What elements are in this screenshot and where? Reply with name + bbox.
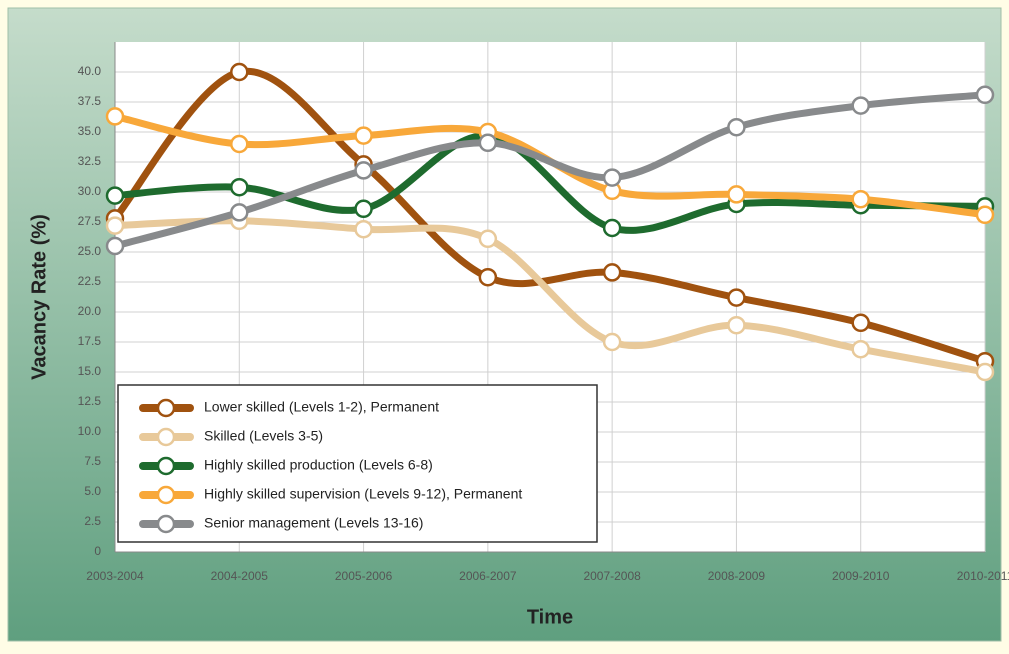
point-marker — [851, 189, 870, 209]
y-tick-label: 15.0 — [78, 364, 102, 378]
x-axis-label: Time — [527, 606, 573, 628]
point-marker — [354, 126, 373, 145]
y-tick-label: 10.0 — [78, 424, 102, 438]
y-tick-label: 22.5 — [78, 274, 102, 288]
point-marker — [602, 218, 622, 238]
point-marker — [230, 177, 249, 197]
legend-label: Skilled (Levels 3-5) — [204, 428, 323, 444]
legend-label: Highly skilled supervision (Levels 9-12)… — [204, 486, 522, 502]
legend-swatch-marker — [156, 485, 176, 505]
legend-box — [117, 384, 598, 543]
y-tick-label: 27.5 — [78, 214, 102, 228]
y-tick-label: 32.5 — [78, 154, 102, 168]
point-marker — [727, 185, 746, 204]
point-marker — [354, 219, 373, 239]
point-marker — [602, 263, 622, 282]
point-marker — [230, 203, 249, 222]
y-tick-label: 7.5 — [84, 454, 101, 468]
y-tick-label: 5.0 — [84, 484, 101, 498]
legend-label: Highly skilled production (Levels 6-8) — [204, 457, 433, 473]
x-tick-label: 2006-2007 — [459, 569, 517, 583]
series-line — [111, 91, 989, 250]
point-marker — [602, 168, 622, 187]
x-tick-label: 2003-2004 — [86, 569, 144, 583]
y-tick-label: 40.0 — [78, 64, 102, 78]
point-marker — [478, 229, 498, 249]
point-marker — [727, 288, 746, 307]
point-marker — [727, 315, 746, 335]
y-tick-label: 37.5 — [78, 94, 102, 108]
x-tick-label: 2008-2009 — [708, 569, 766, 583]
legend-swatch-marker — [156, 514, 176, 534]
point-marker — [851, 313, 870, 333]
point-marker — [230, 134, 249, 154]
legend-label: Senior management (Levels 13-16) — [204, 515, 423, 531]
legend-swatch-marker — [156, 456, 176, 476]
x-tick-label: 2010-2011 — [957, 569, 1009, 583]
point-marker — [105, 236, 125, 256]
x-tick-label: 2009-2010 — [832, 569, 890, 583]
point-marker — [354, 161, 373, 180]
point-marker — [602, 332, 622, 352]
point-marker — [727, 117, 746, 137]
point-marker — [354, 199, 373, 219]
y-tick-label: 0 — [94, 544, 101, 558]
point-marker — [975, 85, 995, 105]
y-tick-label: 35.0 — [78, 124, 102, 138]
point-marker — [975, 205, 995, 225]
point-marker — [105, 216, 125, 235]
x-tick-label: 2007-2008 — [583, 569, 641, 583]
point-marker — [851, 339, 870, 359]
x-tick-label: 2004-2005 — [211, 569, 269, 583]
y-tick-label: 2.5 — [84, 514, 101, 528]
series-line — [111, 132, 989, 234]
series-line — [111, 217, 989, 376]
y-axis-label: Vacancy Rate (%) — [28, 214, 50, 380]
legend-swatch-marker — [156, 398, 176, 418]
point-marker — [230, 62, 249, 82]
y-tick-label: 17.5 — [78, 334, 102, 348]
y-tick-label: 20.0 — [78, 304, 102, 318]
y-tick-label: 30.0 — [78, 184, 102, 198]
legend-swatch-marker — [156, 427, 176, 447]
point-marker — [478, 267, 498, 287]
point-marker — [105, 186, 125, 205]
point-marker — [105, 107, 125, 126]
y-tick-label: 12.5 — [78, 394, 102, 408]
legend-label: Lower skilled (Levels 1-2), Permanent — [204, 399, 439, 415]
point-marker — [975, 362, 995, 382]
x-tick-label: 2005-2006 — [335, 569, 393, 583]
y-tick-label: 25.0 — [78, 244, 102, 258]
point-marker — [851, 96, 870, 115]
point-marker — [478, 133, 498, 153]
